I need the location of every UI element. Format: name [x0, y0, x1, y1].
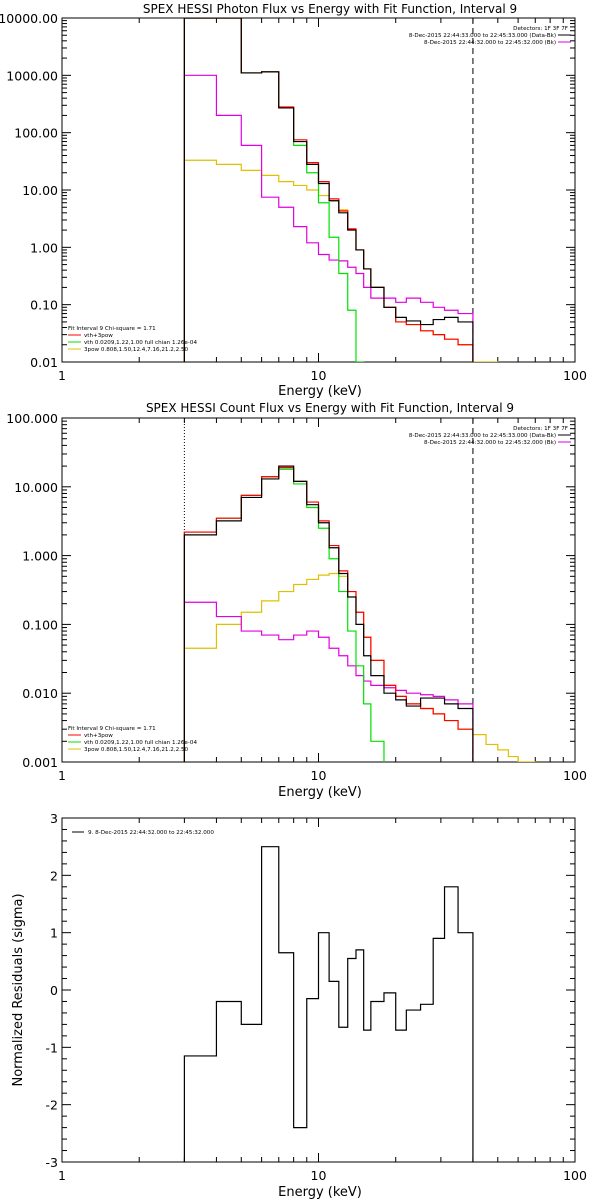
- legend-header: Fit Interval 9 Chi-square = 1.71: [68, 726, 156, 732]
- x-tick-label: 100: [563, 1168, 587, 1183]
- x-tick-label: 1: [58, 368, 66, 383]
- time-range-bk: 8-Dec-2015 22:44:32.000 to 22:45:32.000 …: [424, 440, 556, 446]
- chart-title: SPEX HESSI Photon Flux vs Energy with Fi…: [143, 2, 517, 16]
- series-bkg: [183, 601, 474, 762]
- x-axis-label: Energy (keV): [278, 384, 362, 399]
- y-tick-label: 0.010: [22, 686, 58, 701]
- detectors-label: Detectors: 1F 3F 7F: [513, 26, 568, 32]
- series-vth_3pow: [183, 467, 474, 762]
- y-tick-label: 0.100: [22, 617, 58, 632]
- panel-1: [61, 17, 576, 363]
- y-tick-label: 2: [50, 868, 58, 883]
- legend-item: vth+3pow: [84, 733, 113, 739]
- series-bkg: [183, 74, 474, 362]
- x-tick-label: 1: [58, 1168, 66, 1183]
- legend-item: 9. 8-Dec-2015 22:44:32.000 to 22:45:32.0…: [88, 830, 214, 836]
- x-axis-label: Energy (keV): [278, 785, 362, 800]
- legend-item: vth 0.0209,1.22,1.00 full chian 1.26e-04: [84, 740, 197, 746]
- y-tick-label: 0.01: [30, 355, 58, 370]
- series-group: [183, 846, 474, 1162]
- time-range-data-bk: 8-Dec-2015 22:44:33.000 to 22:45:33.000 …: [409, 433, 556, 439]
- y-tick-label: 0.001: [22, 755, 58, 770]
- y-tick-label: -1: [46, 1040, 58, 1055]
- detectors-label: Detectors: 1F 3F 7F: [513, 426, 568, 432]
- y-tick-label: 1: [50, 926, 58, 941]
- y-tick-label: 3: [50, 811, 58, 826]
- series-group: [183, 465, 551, 762]
- x-tick-label: 100: [563, 768, 587, 783]
- y-tick-label: 10.000: [14, 480, 58, 495]
- y-tick-label: 10.00: [22, 183, 58, 198]
- series-pow3: [183, 159, 575, 362]
- series-data: [183, 465, 474, 762]
- panel-3: [61, 817, 576, 1163]
- chart-title: SPEX HESSI Count Flux vs Energy with Fit…: [146, 401, 514, 415]
- time-range-bk: 8-Dec-2015 22:44:32.000 to 22:45:32.000 …: [424, 40, 556, 46]
- y-tick-label: -3: [46, 1155, 58, 1170]
- x-tick-label: 1: [58, 768, 66, 783]
- legend-header: Fit Interval 9 Chi-square = 1.71: [68, 326, 156, 332]
- y-tick-label: 100.00: [14, 126, 58, 141]
- x-tick-label: 10: [311, 1168, 327, 1183]
- legend-item: vth+3pow: [84, 333, 113, 339]
- series-data: [183, 18, 474, 362]
- legend-item: 3pow 0.808,1.50,12.4,7.16,21.2,2.50: [84, 347, 189, 353]
- y-tick-label: 1.000: [22, 549, 58, 564]
- series-pow3: [183, 572, 551, 762]
- y-tick-label: 0: [50, 983, 58, 998]
- y-tick-label: 10000.00: [0, 11, 58, 26]
- series-group: [183, 18, 575, 362]
- legend-item: 3pow 0.808,1.50,12.4,7.16,21.2,2.50: [84, 747, 189, 753]
- legend-item: vth 0.0209,1.22,1.00 full chian 1.26e-04: [84, 340, 197, 346]
- x-tick-label: 100: [563, 368, 587, 383]
- x-tick-label: 10: [311, 768, 327, 783]
- y-tick-label: -2: [46, 1098, 58, 1113]
- y-tick-label: 0.10: [30, 298, 58, 313]
- x-tick-label: 10: [311, 368, 327, 383]
- x-axis-label: Energy (keV): [278, 1185, 362, 1200]
- series-data: [183, 846, 474, 1162]
- y-tick-label: 100.000: [6, 411, 58, 426]
- plot-frame: [61, 417, 576, 763]
- y-axis-label: Normalized Residuals (sigma): [11, 893, 26, 1086]
- panel-2: [61, 417, 576, 763]
- time-range-data-bk: 8-Dec-2015 22:44:33.000 to 22:45:33.000 …: [409, 33, 556, 39]
- y-tick-label: 1.00: [30, 240, 58, 255]
- y-tick-label: 1000.00: [6, 68, 58, 83]
